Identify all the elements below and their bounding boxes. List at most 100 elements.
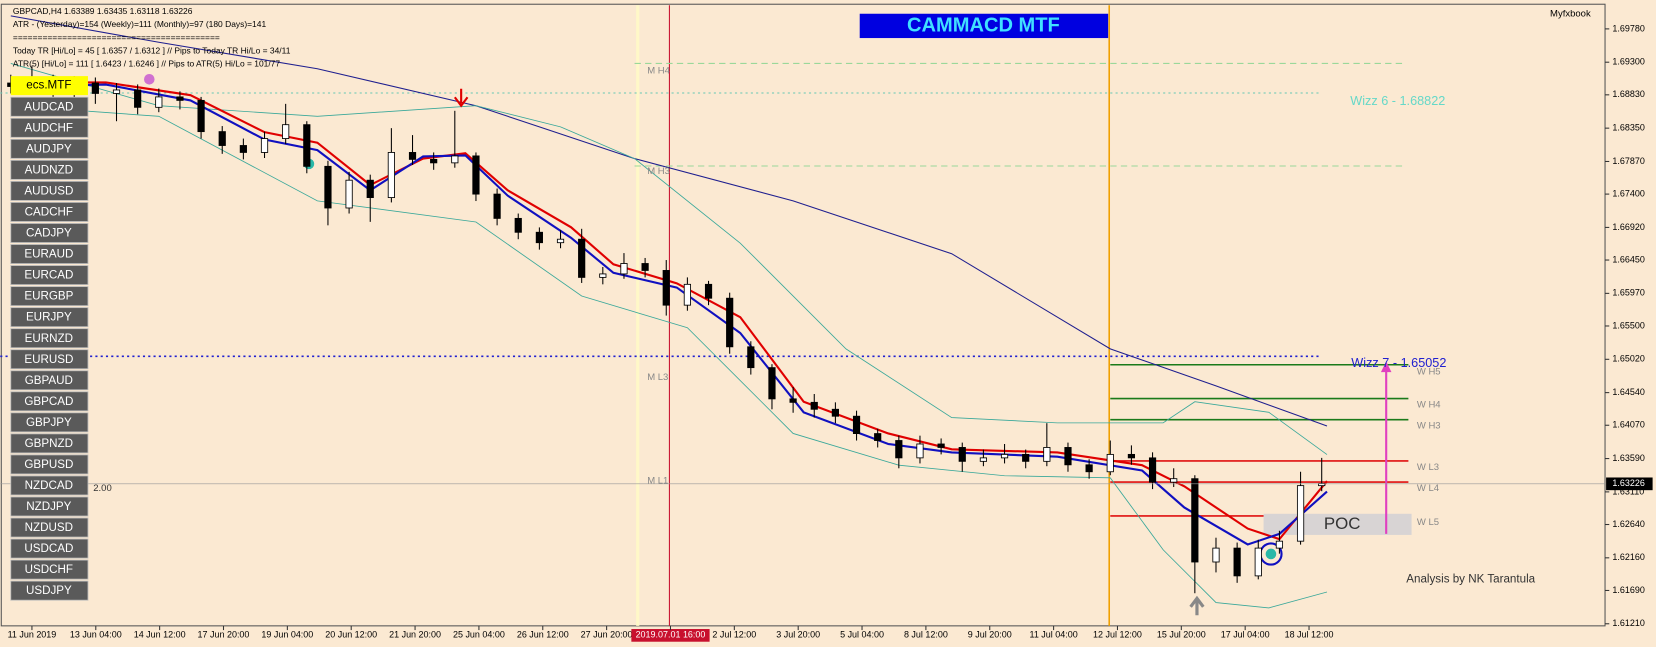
symbol-button[interactable] <box>10 433 89 454</box>
candle-body <box>134 89 142 108</box>
symbol-button[interactable] <box>10 559 89 580</box>
symbol-button[interactable] <box>10 475 89 496</box>
info-line: ATR - (Yesterday)=154 (Weekly)=111 (Mont… <box>13 19 267 29</box>
level-label: W L5 <box>1417 517 1439 528</box>
symbol-button[interactable] <box>10 223 89 243</box>
symbol-button[interactable] <box>10 180 89 201</box>
candle-body <box>112 89 121 94</box>
symbol-button-label[interactable]: AUDJPY <box>26 142 72 155</box>
symbol-button-label[interactable]: GBPCAD <box>24 395 73 408</box>
symbol-button-label[interactable]: EURAUD <box>24 248 73 261</box>
candle-body <box>1191 478 1199 563</box>
symbol-button[interactable] <box>10 117 89 138</box>
info-line: ========================================… <box>13 32 220 42</box>
active-button-label[interactable]: ecs.MTF <box>26 79 71 92</box>
symbol-button-label[interactable]: USDCHF <box>25 563 73 576</box>
x-tick-label: 2 Jul 12:00 <box>712 630 756 640</box>
symbol-button[interactable] <box>10 538 89 559</box>
poc-label: POC <box>1324 514 1361 533</box>
candle-body <box>937 443 945 448</box>
y-tick-label: 1.62160 <box>1612 552 1644 562</box>
candle-body <box>430 158 438 164</box>
symbol-button-label[interactable]: GBPJPY <box>26 416 72 429</box>
arrow-head <box>1380 361 1392 373</box>
candle-body <box>260 138 269 153</box>
symbol-button[interactable] <box>10 412 89 433</box>
candle-body <box>345 179 353 209</box>
candle-body <box>641 263 649 271</box>
symbol-button-label[interactable]: EURUSD <box>24 353 73 366</box>
x-tick-label: 2019.07.01 16:00 <box>636 630 706 640</box>
active-button[interactable] <box>10 76 88 96</box>
x-tick-label: 15 Jul 20:00 <box>1157 630 1206 640</box>
symbol-button[interactable] <box>10 265 89 286</box>
symbol-button-label[interactable]: GBPUSD <box>24 458 73 471</box>
symbol-button-label[interactable]: AUDCAD <box>24 100 73 113</box>
symbol-button[interactable] <box>10 391 89 412</box>
candle-body <box>218 131 226 146</box>
symbol-button[interactable] <box>10 496 89 517</box>
symbol-button[interactable] <box>10 370 89 391</box>
candle-body <box>1296 485 1305 542</box>
symbol-button[interactable] <box>10 244 89 264</box>
candle-body <box>1212 547 1220 563</box>
symbol-button[interactable] <box>10 202 89 222</box>
y-tick-label: 1.61690 <box>1612 585 1644 595</box>
indicator-title: CAMMACD MTF <box>907 15 1060 37</box>
symbol-button-label[interactable]: EURCAD <box>24 269 73 282</box>
candle-body <box>1106 453 1114 473</box>
symbol-button-label[interactable]: NZDJPY <box>26 500 71 513</box>
credit: Analysis by NK Tarantula <box>1406 572 1535 585</box>
symbol-button-label[interactable]: USDJPY <box>26 584 72 597</box>
x-tick-label: 11 Jul 04:00 <box>1030 630 1078 640</box>
level-label: M L3 <box>647 372 668 383</box>
symbol-button[interactable] <box>10 349 89 370</box>
plot-frame <box>0 3 1606 627</box>
wizz6-label: Wizz 6 - 1.68822 <box>1350 94 1445 108</box>
candle-body <box>979 457 988 462</box>
symbol-button-label[interactable]: USDCAD <box>24 542 73 555</box>
y-tick-label: 1.69780 <box>1612 23 1644 33</box>
wizz7-label: Wizz 7 - 1.65052 <box>1351 356 1446 370</box>
level-label: M H3 <box>647 166 670 177</box>
y-tick-label: 1.69300 <box>1612 57 1644 67</box>
symbol-button-label[interactable]: GBPAUD <box>25 374 73 387</box>
candle-body <box>239 145 247 153</box>
candle-body <box>620 263 628 275</box>
candle-body <box>662 270 670 306</box>
symbol-button-label[interactable]: EURGBP <box>24 290 73 303</box>
x-tick-label: 5 Jul 04:00 <box>840 630 884 640</box>
symbol-button-label[interactable]: AUDCHF <box>25 121 73 134</box>
symbol-button[interactable] <box>10 96 89 117</box>
level-label: W L4 <box>1417 483 1439 494</box>
candle-body <box>768 367 776 400</box>
symbol-button[interactable] <box>10 580 89 601</box>
symbol-button-label[interactable]: AUDUSD <box>24 185 73 198</box>
symbol-button-label[interactable]: CADJPY <box>26 227 72 240</box>
candle-body <box>789 398 797 403</box>
y-tick-label: 1.63590 <box>1612 453 1644 463</box>
candle-body <box>155 96 163 108</box>
candle-body <box>408 152 417 160</box>
symbol-button-label[interactable]: NZDUSD <box>25 521 73 534</box>
symbol-button[interactable] <box>10 286 89 307</box>
candle-body <box>535 231 543 244</box>
candle-body <box>1233 547 1241 577</box>
level-label: M L1 <box>647 476 668 487</box>
symbol-button-label[interactable]: CADCHF <box>25 206 73 219</box>
symbol-button-label[interactable]: EURJPY <box>26 311 72 324</box>
symbol-button[interactable] <box>10 517 89 538</box>
symbol-button[interactable] <box>10 138 89 159</box>
symbol-button-label[interactable]: AUDNZD <box>25 163 73 176</box>
symbol-button[interactable] <box>10 454 89 475</box>
symbol-button[interactable] <box>10 159 89 180</box>
candle-body <box>1170 478 1178 483</box>
candle-body <box>451 155 459 164</box>
symbol-button-label[interactable]: GBPNZD <box>25 437 73 450</box>
symbol-button-label[interactable]: NZDCAD <box>25 479 73 492</box>
symbol-button[interactable] <box>10 328 89 349</box>
x-tick-label: 26 Jun 12:00 <box>517 630 569 640</box>
symbol-button[interactable] <box>10 307 89 328</box>
symbol-button-label[interactable]: EURNZD <box>25 332 73 345</box>
